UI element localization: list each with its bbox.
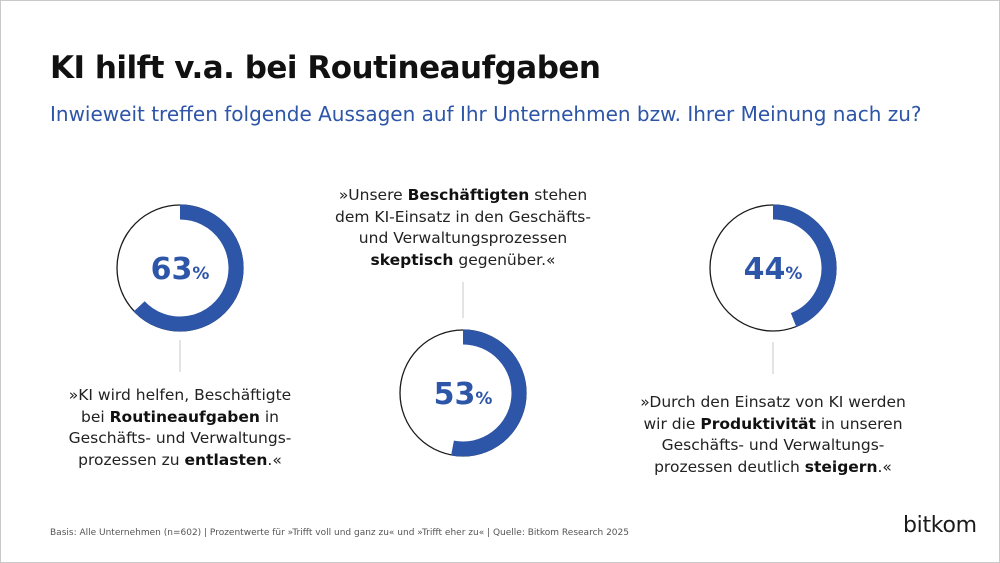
statement-3-text: .« (877, 457, 892, 476)
statement-2-highlight-skeptisch: skeptisch (370, 250, 454, 269)
donut-2-value: 53 (434, 377, 476, 412)
statement-3-line-3: Geschäfts- und Verwaltungs- (661, 436, 885, 454)
statement-2-line-3: und Verwaltungsprozessen (358, 229, 568, 247)
donut-3-unit: % (785, 264, 802, 284)
statement-3-text: wir die (643, 414, 701, 433)
donut-2-value-arc (451, 329, 527, 457)
statement-1-text: bei (81, 407, 110, 426)
donut-2-percent: 53% (434, 377, 493, 412)
donut-chart-1: 63% (116, 204, 244, 372)
source-footnote: Basis: Alle Unternehmen (n=602) | Prozen… (50, 528, 629, 538)
statement-2-text: »Unsere (338, 186, 408, 204)
statement-1: »KI wird helfen, Beschäftigte bei Routin… (40, 385, 320, 471)
donut-3-value-arc (772, 204, 837, 328)
donut-2-unit: % (475, 389, 492, 409)
bitkom-logo: bitkom (903, 513, 977, 538)
statement-2-text: gegenüber.« (453, 250, 556, 269)
page-title: KI hilft v.a. bei Routineaufgaben (50, 50, 601, 86)
statement-1-text: prozessen zu (78, 450, 185, 469)
statement-1-highlight-routineaufgaben: Routineaufgaben (109, 407, 260, 426)
statement-3-text: prozessen deutlich (654, 457, 805, 476)
donut-1-percent: 63% (151, 252, 210, 287)
donut-chart-3: 44% (709, 204, 837, 374)
statement-2-highlight-beschaeftigten: Beschäftigten (407, 186, 530, 204)
donut-1-value-arc (133, 204, 244, 332)
donut-1-unit: % (192, 264, 209, 284)
statement-3: »Durch den Einsatz von KI werden wir die… (623, 392, 923, 478)
statement-3-highlight-produktivitaet: Produktivität (700, 414, 816, 433)
statement-2-line-2: dem KI-Einsatz in den Geschäfts- (335, 207, 591, 226)
statement-1-highlight-entlasten: entlasten (184, 450, 268, 469)
statement-3-line-1: »Durch den Einsatz von KI werden (640, 393, 906, 411)
statement-1-text: .« (267, 450, 282, 469)
donut-3-percent: 44% (744, 252, 803, 287)
donut-1-value: 63 (151, 252, 193, 287)
statement-1-text: in (259, 407, 279, 426)
statement-1-line-1: »KI wird helfen, Beschäftigte (68, 386, 292, 404)
statement-2: »Unsere Beschäftigten stehen dem KI-Eins… (313, 185, 613, 271)
statement-3-text: in unseren (815, 414, 903, 433)
page-subtitle: Inwieweit treffen folgende Aussagen auf … (50, 102, 922, 126)
statement-1-line-3: Geschäfts- und Verwaltungs- (68, 429, 292, 447)
donut-3-value: 44 (744, 252, 786, 287)
donut-chart-2: 53% (399, 282, 527, 457)
statement-3-highlight-steigern: steigern (804, 457, 878, 476)
statement-2-text: stehen (529, 186, 588, 204)
